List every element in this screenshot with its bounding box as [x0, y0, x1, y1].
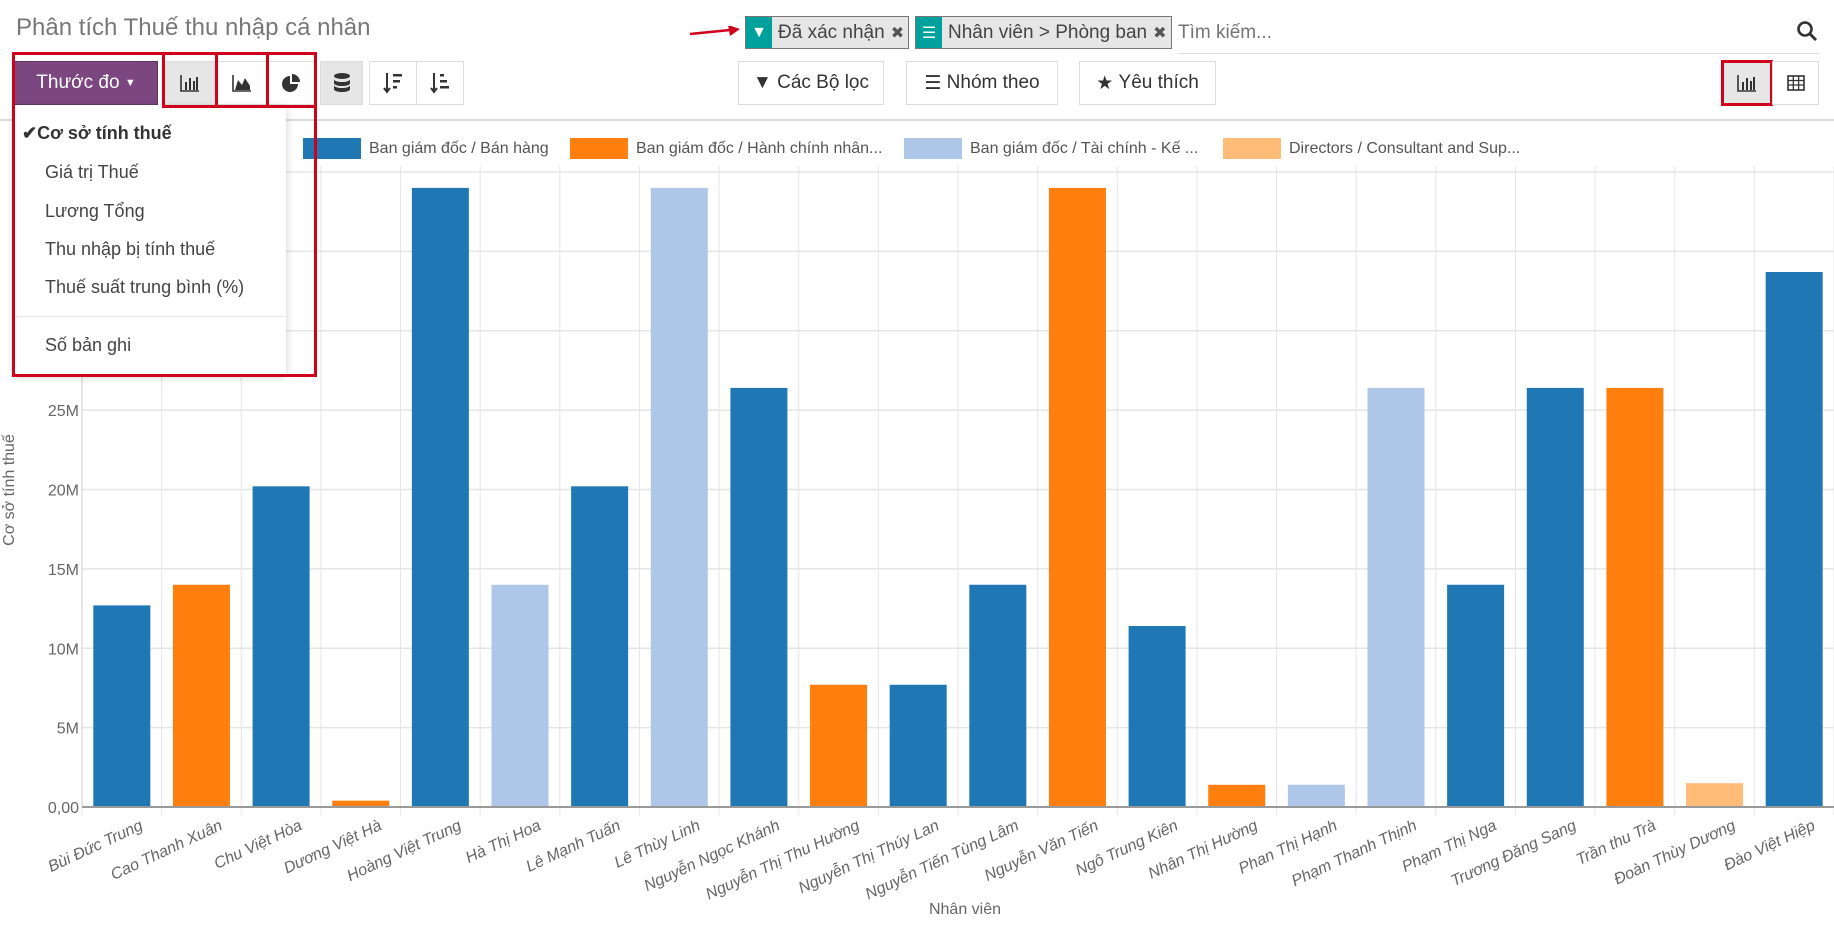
check-icon: ✔ — [22, 123, 38, 143]
red-arrow-annotation — [689, 26, 740, 36]
measure-item[interactable]: Thuế suất trung bình (%) — [45, 277, 245, 297]
bar[interactable] — [1686, 783, 1744, 807]
bar[interactable] — [1367, 387, 1425, 807]
sort-descending-button[interactable] — [369, 61, 417, 105]
table-icon — [1786, 75, 1805, 91]
filters-label: Các Bộ lọc — [777, 72, 869, 93]
filters-button[interactable]: ▼ Các Bộ lọc — [738, 61, 884, 105]
dropdown-divider — [14, 316, 286, 317]
y-tick-label: 20M — [48, 483, 79, 500]
group-by-icon: ☰ — [916, 17, 942, 48]
filter-icon: ▼ — [746, 17, 772, 48]
page-title: Phân tích Thuế thu nhập cá nhân — [16, 14, 371, 41]
bar[interactable] — [1287, 784, 1345, 807]
bars-icon: ☰ — [924, 72, 947, 94]
bar[interactable] — [1606, 387, 1664, 807]
bar[interactable] — [93, 605, 151, 807]
favorites-button[interactable]: ★ Yêu thích — [1079, 61, 1216, 105]
y-axis-title: Cơ sở tính thuế — [1, 434, 18, 546]
remove-facet-icon[interactable]: ✖ — [1153, 24, 1167, 42]
search-icon[interactable] — [1796, 20, 1818, 42]
bar-chart-icon — [180, 75, 199, 92]
bar-chart-button[interactable] — [164, 61, 216, 105]
favorites-label: Yêu thích — [1118, 72, 1199, 93]
y-tick-label: 10M — [48, 641, 79, 658]
bar[interactable] — [332, 800, 390, 807]
sort-ascending-icon — [430, 73, 449, 94]
bar[interactable] — [571, 486, 629, 807]
y-tick-label: 0,00 — [48, 800, 79, 817]
bar[interactable] — [1128, 626, 1186, 807]
legend-swatch — [1223, 138, 1281, 159]
bar[interactable] — [1765, 272, 1823, 807]
legend-item[interactable]: Ban giám đốc / Hành chính nhân... — [570, 138, 882, 159]
remove-facet-icon[interactable]: ✖ — [890, 24, 905, 42]
line-chart-button[interactable] — [216, 61, 267, 105]
facet-label: Đã xác nhận — [778, 21, 885, 43]
area-chart-icon — [231, 75, 251, 92]
bar[interactable] — [969, 584, 1027, 807]
x-tick-label: Nguyễn Thị Thu Hường — [702, 815, 862, 903]
measure-item-selected[interactable]: ✔Cơ sở tính thuế — [22, 123, 172, 144]
measure-item[interactable]: Giá trị Thuế — [45, 162, 139, 182]
bar[interactable] — [650, 187, 708, 807]
measure-item[interactable]: Lương Tổng — [45, 201, 145, 221]
legend-label: Directors / Consultant and Sup... — [1289, 139, 1521, 157]
facet-label: Nhân viên > Phòng ban — [948, 21, 1148, 43]
control-panel-divider — [0, 119, 1834, 121]
measures-dropdown: ✔Cơ sở tính thuế Giá trị Thuế Lương Tổng… — [14, 105, 286, 374]
star-icon: ★ — [1096, 72, 1119, 94]
legend-item[interactable]: Directors / Consultant and Sup... — [1223, 138, 1520, 159]
search-underline — [1178, 53, 1820, 54]
measure-item-count[interactable]: Số bản ghi — [45, 335, 132, 355]
bar[interactable] — [172, 584, 230, 807]
bar[interactable] — [1526, 387, 1584, 807]
caret-down-icon: ▼ — [124, 77, 136, 89]
pie-chart-icon — [282, 74, 300, 92]
bar[interactable] — [252, 486, 310, 807]
y-tick-label: 15M — [48, 562, 79, 579]
stacked-button[interactable] — [320, 61, 363, 105]
legend-swatch — [904, 138, 962, 159]
x-tick-label: Đào Việt Hiệp — [1721, 817, 1817, 874]
measure-label: Cơ sở tính thuế — [37, 123, 172, 143]
group-by-label: Nhóm theo — [946, 72, 1040, 93]
y-tick-label: 25M — [48, 403, 79, 420]
legend-swatch — [570, 138, 628, 159]
bar[interactable] — [810, 684, 868, 807]
pie-chart-button[interactable] — [267, 61, 315, 105]
measures-button[interactable]: Thước đo ▼ — [14, 61, 158, 105]
legend-label: Ban giám đốc / Tài chính - Kế ... — [970, 139, 1199, 157]
measure-item[interactable]: Thu nhập bị tính thuế — [45, 239, 216, 259]
bar[interactable] — [1208, 784, 1266, 807]
search-facet-filter[interactable]: ▼ Đã xác nhận ✖ — [745, 16, 910, 49]
graph-view-button[interactable] — [1721, 60, 1773, 106]
legend-item[interactable]: Ban giám đốc / Tài chính - Kế ... — [904, 138, 1198, 159]
database-icon — [333, 73, 350, 92]
bar[interactable] — [411, 187, 469, 807]
legend-label: Ban giám đốc / Bán hàng — [369, 139, 549, 157]
search-input[interactable] — [1178, 18, 1778, 48]
legend-swatch — [303, 138, 361, 159]
pivot-view-button[interactable] — [1772, 61, 1819, 105]
y-tick-label: 5M — [57, 721, 79, 738]
bar[interactable] — [1447, 584, 1505, 807]
sort-ascending-button[interactable] — [416, 61, 464, 105]
bar[interactable] — [889, 684, 947, 807]
sort-descending-icon — [383, 73, 402, 94]
bar[interactable] — [491, 584, 549, 807]
x-axis-title: Nhân viên — [929, 901, 1001, 918]
bar-chart-icon — [1737, 75, 1756, 92]
measures-label: Thước đo — [36, 72, 120, 93]
legend-item[interactable]: Ban giám đốc / Bán hàng — [303, 138, 549, 159]
group-by-button[interactable]: ☰ Nhóm theo — [906, 61, 1058, 105]
legend-label: Ban giám đốc / Hành chính nhân... — [636, 139, 883, 157]
bar[interactable] — [730, 387, 788, 807]
x-tick-label: Nguyễn Tiến Tùng Lâm — [862, 815, 1021, 903]
search-facet-groupby[interactable]: ☰ Nhân viên > Phòng ban ✖ — [915, 16, 1172, 49]
filter-icon: ▼ — [753, 72, 778, 93]
bar[interactable] — [1048, 187, 1106, 807]
